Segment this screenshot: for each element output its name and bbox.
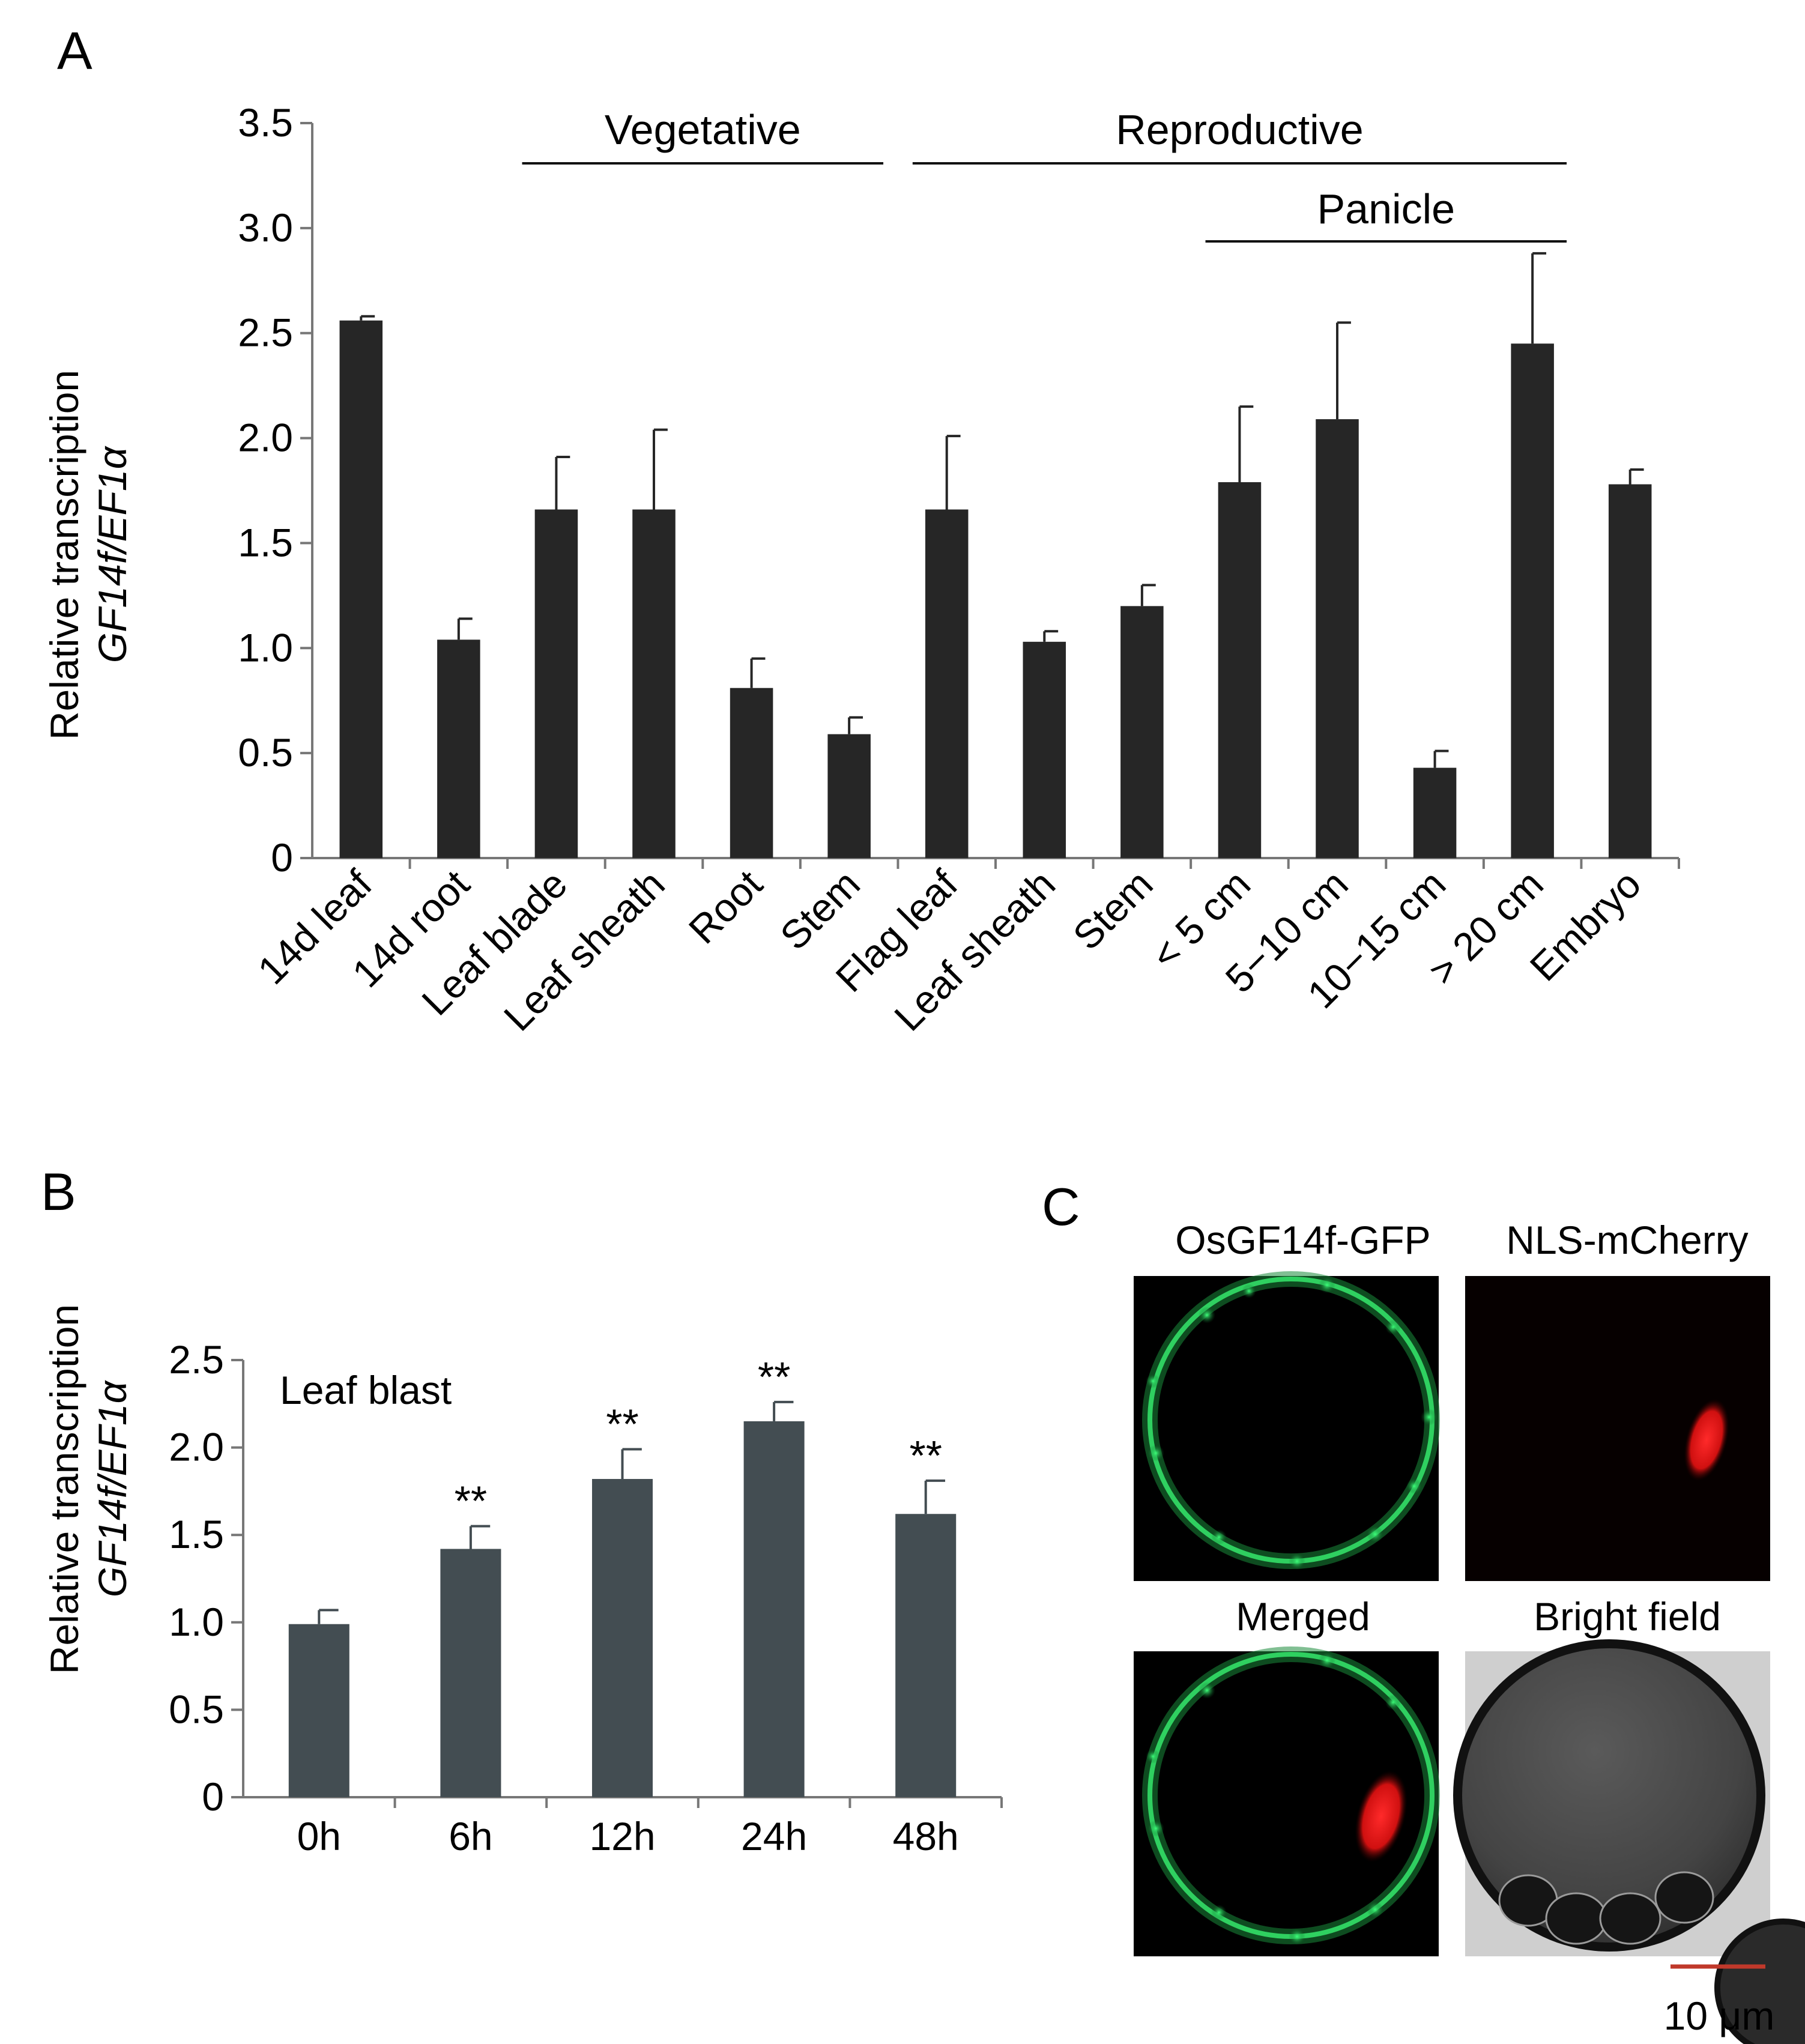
bar <box>925 509 969 858</box>
y-tick-label: 1.5 <box>169 1512 224 1556</box>
group-label: Vegetative <box>605 106 801 153</box>
y-tick-label: 0.5 <box>238 730 293 775</box>
panel-a-ylabel-line1: Relative transcription <box>42 370 86 740</box>
bar <box>1023 641 1066 858</box>
image-title-brightfield: Bright field <box>1534 1594 1721 1639</box>
x-tick-label: 24h <box>741 1814 807 1858</box>
bar <box>440 1549 501 1797</box>
bar <box>1413 767 1457 858</box>
x-tick-label: 0h <box>297 1814 341 1858</box>
bar <box>743 1421 805 1797</box>
bar <box>1511 343 1554 858</box>
significance-mark: ** <box>606 1401 638 1448</box>
y-tick-label: 0 <box>202 1774 224 1819</box>
scale-bar-label: 10 μm <box>1664 1994 1775 2038</box>
bar <box>339 320 383 858</box>
brightfield-image <box>1453 1639 1805 2044</box>
x-tick-label: 12h <box>589 1814 655 1858</box>
gfp-image <box>1134 1271 1440 1581</box>
bar <box>1316 419 1359 858</box>
x-tick-label: Embryo <box>1521 862 1649 990</box>
panel-c-micrographs: C OsGF14f-GFP NLS-mCherry Merged Bright … <box>1042 1177 1805 2044</box>
bar <box>437 640 480 858</box>
image-title-mcherry: NLS-mCherry <box>1506 1218 1748 1262</box>
panel-a-letter: A <box>57 21 92 80</box>
significance-mark: ** <box>758 1353 790 1400</box>
bar <box>288 1624 349 1797</box>
image-title-gfp: OsGF14f-GFP <box>1175 1218 1430 1262</box>
panel-a-chart: A 0 0.5 1.0 1.5 2.0 2.5 3.0 3.5 Vegetative Repro… <box>42 21 1680 1039</box>
bar <box>1120 606 1164 858</box>
mcherry-image <box>1465 1276 1770 1581</box>
panel-c-letter: C <box>1042 1177 1080 1236</box>
bar <box>534 509 578 858</box>
panel-b-ylabel-line1: Relative transcription <box>42 1304 86 1674</box>
x-tick-label: Root <box>680 862 771 952</box>
bar <box>591 1479 653 1797</box>
bar <box>895 1514 957 1797</box>
bar <box>1608 484 1652 858</box>
y-tick-label: 1.0 <box>238 625 293 670</box>
x-tick-label: 48h <box>893 1814 959 1858</box>
y-tick-label: 0.5 <box>169 1687 224 1731</box>
y-tick-label: 0 <box>271 835 293 880</box>
group-label: Reproductive <box>1116 106 1363 153</box>
y-tick-label: 3.0 <box>238 205 293 250</box>
bar <box>1218 482 1262 858</box>
y-tick-label: 2.0 <box>238 416 293 460</box>
group-label: Panicle <box>1317 186 1455 232</box>
bar <box>632 509 676 858</box>
y-tick-label: 2.5 <box>169 1337 224 1382</box>
bar <box>827 734 871 858</box>
panel-b-chart: B Leaf blast 0 0.5 1.0 1.5 2.0 2.5 ** ** ** ** 0… <box>41 1162 1003 1858</box>
y-tick-label: 2.5 <box>238 310 293 355</box>
significance-mark: ** <box>909 1432 942 1479</box>
panel-b-title: Leaf blast <box>280 1368 452 1412</box>
panel-b-letter: B <box>41 1162 76 1221</box>
y-tick-label: 1.5 <box>238 520 293 564</box>
significance-mark: ** <box>455 1478 487 1525</box>
y-tick-label: 2.0 <box>169 1425 224 1469</box>
image-title-merged: Merged <box>1236 1594 1370 1639</box>
y-tick-label: 1.0 <box>169 1600 224 1644</box>
merged-image <box>1134 1646 1440 1956</box>
panel-b-ylabel-line2: GF14f/EF1α <box>90 1379 135 1597</box>
panel-a-ylabel-line2: GF14f/EF1α <box>90 445 135 663</box>
bar <box>730 688 773 858</box>
x-tick-label: 6h <box>449 1814 492 1858</box>
y-tick-label: 3.5 <box>238 100 293 145</box>
